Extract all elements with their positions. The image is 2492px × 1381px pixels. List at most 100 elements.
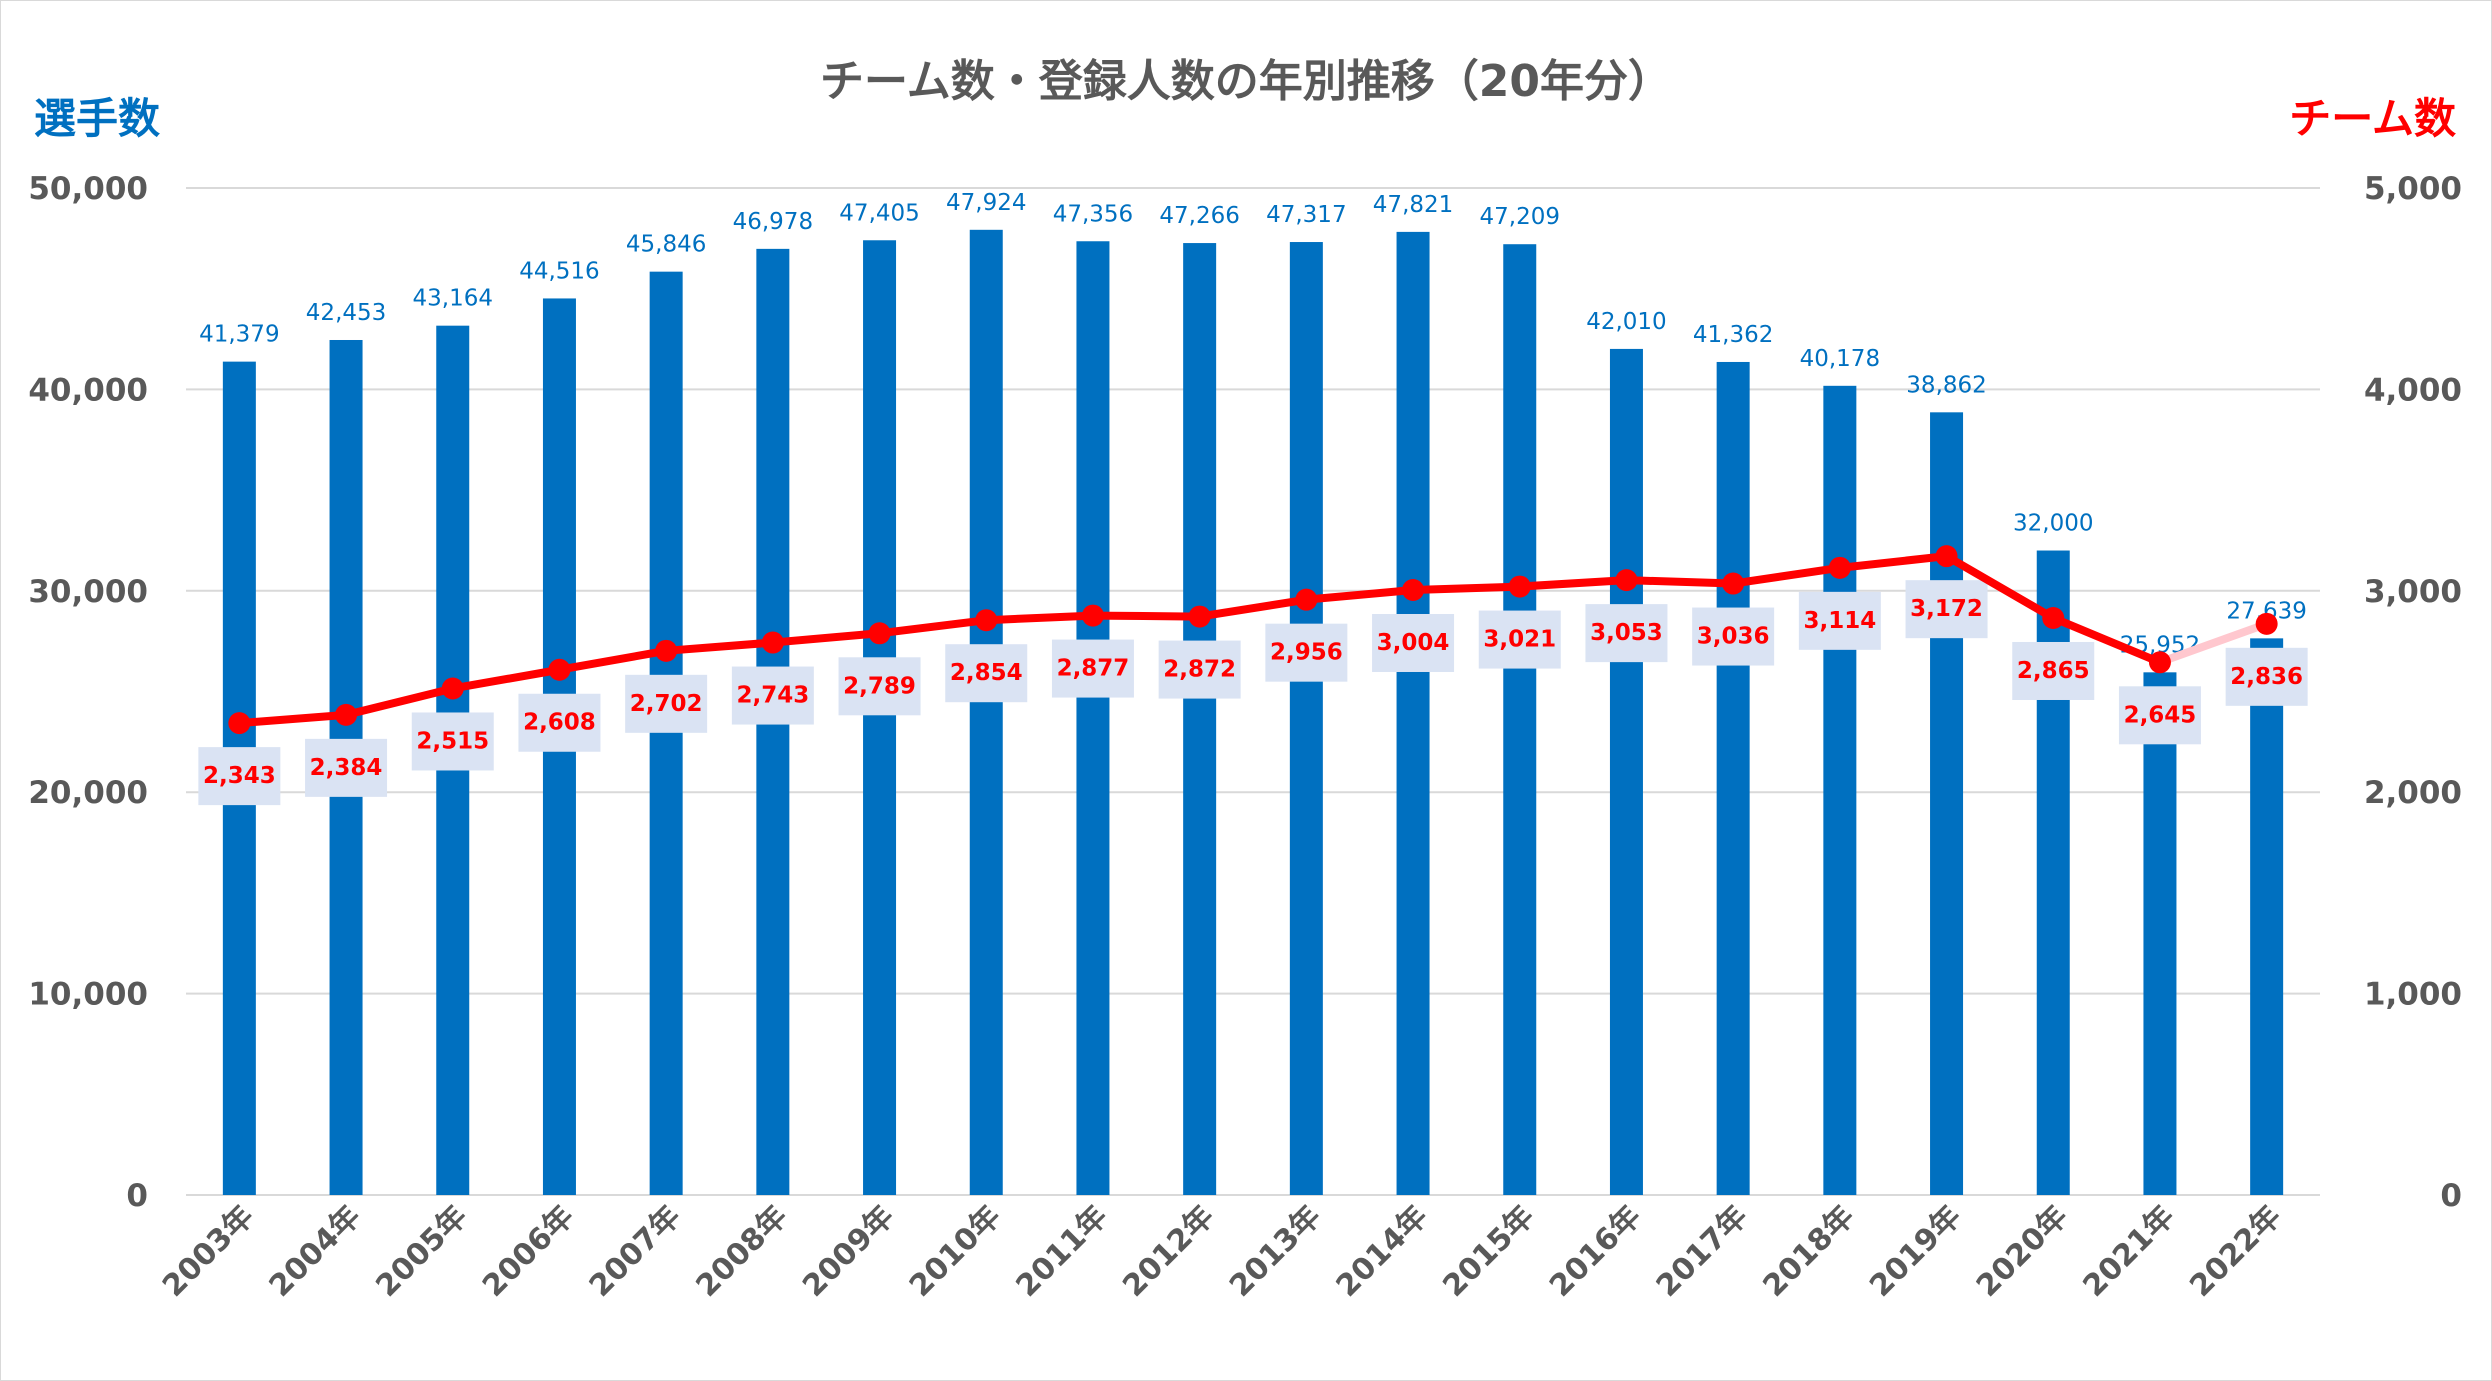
line-data-label: 2,836 (2230, 664, 2303, 690)
line-point (1935, 545, 1958, 568)
line-label-background (411, 712, 494, 771)
bar-data-label: 47,356 (1053, 201, 1133, 227)
line-segment (235, 710, 351, 728)
bar-data-label: 40,178 (1800, 346, 1880, 372)
category-label: 2022年 (2183, 1199, 2288, 1304)
category-label: 2005年 (369, 1199, 474, 1304)
bar (1396, 231, 1430, 1195)
line-label-background (305, 738, 388, 797)
line-point (1402, 578, 1425, 601)
gridlines (186, 187, 2320, 1196)
line-point (1615, 569, 1638, 592)
line-segment (342, 684, 457, 719)
line-data-label: 2,608 (523, 710, 596, 736)
line-point (868, 622, 891, 645)
line-label-background (518, 693, 601, 752)
bar-data-label: 41,362 (1693, 322, 1773, 348)
line-data-label: 2,702 (630, 691, 703, 717)
left-tick-label: 30,000 (28, 574, 148, 610)
right-tick-label: 2,000 (2364, 775, 2462, 811)
right-tick-label: 3,000 (2364, 574, 2462, 610)
left-tick-label: 20,000 (28, 775, 148, 811)
bar (1930, 412, 1964, 1195)
right-tick-label: 0 (2440, 1178, 2462, 1214)
line-label-background (1692, 607, 1775, 666)
bar-data-label: 47,405 (839, 200, 919, 226)
bar-data-label: 47,924 (946, 190, 1026, 216)
left-axis-title: 選手数 (34, 94, 160, 143)
left-tick-label: 40,000 (28, 372, 148, 408)
line-data-label: 2,854 (950, 660, 1023, 686)
category-label: 2006年 (476, 1199, 581, 1304)
category-label: 2008年 (690, 1199, 795, 1304)
right-tick-label: 5,000 (2364, 171, 2462, 207)
bar (1076, 241, 1110, 1196)
right-tick-label: 1,000 (2364, 977, 2462, 1013)
bar (2250, 638, 2284, 1195)
line-point (2255, 612, 2278, 635)
category-label: 2010年 (903, 1199, 1008, 1304)
line-data-label: 3,053 (1590, 620, 1663, 646)
line-series-teams (228, 545, 2278, 735)
line-data-label: 2,956 (1270, 640, 1343, 666)
line-label-background (625, 674, 708, 733)
bar (649, 271, 683, 1195)
line-label-background (1372, 613, 1455, 672)
line-segment (1835, 552, 1951, 572)
right-axis-title: チーム数 (2289, 94, 2456, 143)
line-point (1295, 588, 1318, 611)
bar (1609, 348, 1643, 1196)
line-data-label: 3,004 (1377, 630, 1450, 656)
line-data-label: 2,789 (843, 673, 916, 699)
bar-data-label: 32,000 (2013, 511, 2093, 537)
line-segment (1195, 595, 1311, 621)
bar-data-label: 41,379 (199, 322, 279, 348)
bar-data-label: 47,317 (1266, 202, 1346, 228)
line-point (761, 631, 784, 654)
category-label: 2017年 (1650, 1199, 1755, 1304)
line-label-background (1798, 591, 1881, 650)
line-segment (448, 665, 564, 693)
line-data-label: 3,036 (1697, 624, 1770, 650)
left-tick-label: 50,000 (28, 171, 148, 207)
category-label: 2021年 (2077, 1199, 2182, 1304)
bar-data-label: 42,453 (306, 300, 386, 326)
bar-data-label: 47,821 (1373, 192, 1453, 218)
line-label-background (731, 666, 814, 725)
line-point (975, 609, 998, 632)
line-label-background (838, 657, 921, 716)
line-point (441, 677, 464, 700)
line-point (1081, 604, 1104, 627)
bar-data-label: 44,516 (519, 258, 599, 284)
line-label-background (1905, 580, 1988, 639)
bar-data-labels: 41,379 42,453 43,164 44,516 45,846 46,978 47,4… (199, 190, 2307, 659)
line-data-labels: 2,343 2,384 2,515 2,608 2,702 2,743 2,789 2,854… (203, 596, 2303, 789)
line-data-label: 2,645 (2124, 702, 2197, 728)
bar-data-label: 38,862 (1906, 372, 1986, 398)
line-segment (1729, 563, 1844, 588)
line-label-background (1478, 610, 1561, 669)
line-point (1508, 575, 1531, 598)
bar-data-label: 43,164 (413, 286, 493, 312)
left-tick-label: 10,000 (28, 977, 148, 1013)
line-point (548, 658, 571, 681)
line-label-background (945, 644, 1028, 703)
category-label: 2003年 (156, 1199, 261, 1304)
chart-title: チーム数・登録人数の年別推移（20年分） (820, 56, 1672, 107)
line-data-label: 2,877 (1057, 656, 1130, 682)
left-axis-ticks: 0 10,000 20,000 30,000 40,000 50,000 (28, 171, 148, 1214)
category-label: 2013年 (1223, 1199, 1328, 1304)
line-data-label: 2,343 (203, 763, 276, 789)
right-axis-ticks: 0 1,000 2,000 3,000 4,000 5,000 (2364, 171, 2462, 1214)
line-segment (555, 646, 671, 674)
bar (1823, 385, 1857, 1196)
category-label: 2015年 (1436, 1199, 1541, 1304)
line-segment (2155, 619, 2271, 667)
line-point (655, 639, 678, 662)
category-label: 2009年 (796, 1199, 901, 1304)
line-point (1722, 572, 1745, 595)
line-segment (768, 629, 884, 647)
bar (1716, 361, 1750, 1195)
line-label-background (2118, 686, 2201, 745)
